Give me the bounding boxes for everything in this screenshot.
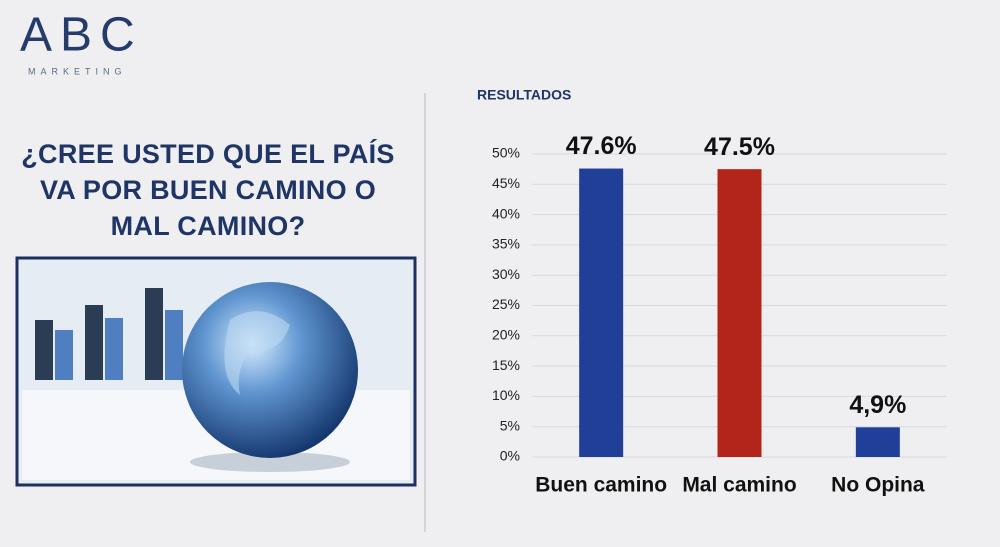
y-tick-label: 20%	[492, 327, 520, 343]
chart-title: RESULTADOS	[477, 87, 571, 103]
x-tick-label: No Opina	[831, 474, 925, 497]
question-line: VA POR BUEN CAMINO O	[39, 175, 376, 205]
y-tick-label: 10%	[492, 387, 520, 403]
y-tick-label: 0%	[500, 448, 520, 464]
y-tick-label: 35%	[492, 236, 520, 252]
question: ¿CREE USTED QUE EL PAÍS VA POR BUEN CAMI…	[18, 136, 398, 244]
y-tick-label: 45%	[492, 175, 520, 191]
bar	[855, 427, 900, 457]
value-label: 47.5%	[704, 133, 775, 161]
y-tick-label: 25%	[492, 296, 520, 312]
x-tick-label: Mal camino	[682, 474, 796, 497]
x-tick-label: Buen camino	[535, 474, 667, 497]
question-line: MAL CAMINO?	[110, 211, 306, 241]
illustration	[15, 256, 417, 487]
y-tick-label: 50%	[492, 145, 520, 161]
bar	[717, 169, 762, 457]
value-label: 4,9%	[849, 391, 906, 419]
y-tick-label: 15%	[492, 357, 520, 373]
y-tick-label: 40%	[492, 205, 520, 221]
logo-name: ABC	[20, 9, 143, 62]
y-tick-label: 30%	[492, 266, 520, 282]
question-line: ¿CREE USTED QUE EL PAÍS	[21, 139, 395, 169]
bar	[579, 168, 624, 457]
value-label: 47.6%	[566, 132, 637, 160]
y-tick-label: 5%	[500, 417, 520, 433]
logo-tagline: MARKETING	[28, 66, 127, 76]
